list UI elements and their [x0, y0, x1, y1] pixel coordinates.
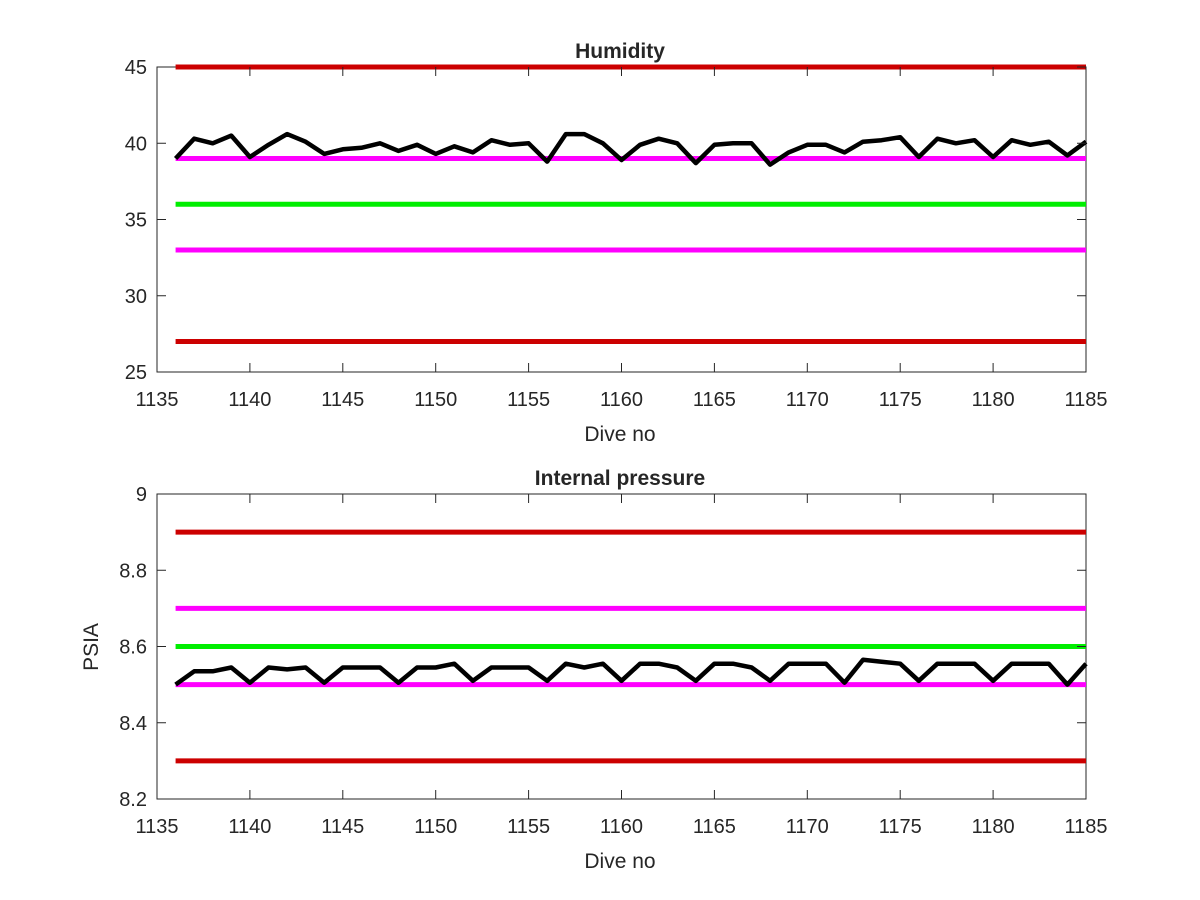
humidity-subplot: 1135 1140 1145 1150 1155 1160 1165 1170 1175 1180…	[125, 40, 1108, 446]
pressure-ytick-label: 8.6	[119, 637, 147, 659]
humidity-xtick-label: 1165	[693, 389, 736, 411]
pressure-xtick-label: 1145	[321, 816, 364, 838]
humidity-data-line	[173, 131, 1088, 167]
pressure-xtick-label: 1150	[414, 816, 457, 838]
pressure-xtick-label: 1180	[972, 816, 1015, 838]
pressure-plot-layer: 1135 1140 1145 1150 1155 1160 1165 1170 1175 1180…	[119, 484, 1107, 838]
pressure-ytick-label: 8.2	[119, 789, 147, 811]
pressure-xtick-label: 1165	[693, 816, 736, 838]
humidity-xtick-label: 1145	[321, 389, 364, 411]
humidity-ytick-label: 45	[125, 57, 147, 79]
pressure-xtick-label: 1140	[228, 816, 271, 838]
humidity-xtick-label: 1135	[135, 389, 178, 411]
humidity-plot-layer: 1135 1140 1145 1150 1155 1160 1165 1170 1175 1180…	[125, 57, 1108, 411]
pressure-xlabel: Dive no	[584, 850, 655, 873]
pressure-xtick-label: 1155	[507, 816, 550, 838]
pressure-xtick-label: 1175	[879, 816, 922, 838]
pressure-title: Internal pressure	[535, 467, 705, 490]
humidity-xtick-label: 1150	[414, 389, 457, 411]
pressure-ylabel: PSIA	[80, 623, 103, 671]
humidity-ytick-label: 25	[125, 362, 147, 384]
pressure-xtick-label: 1185	[1064, 816, 1107, 838]
pressure-ytick-label: 8.8	[119, 560, 147, 582]
humidity-axes-box	[156, 66, 1087, 373]
pressure-ytick-label: 8.4	[119, 713, 147, 735]
pressure-subplot: 1135 1140 1145 1150 1155 1160 1165 1170 1175 1180…	[80, 467, 1108, 873]
humidity-xtick-label: 1155	[507, 389, 550, 411]
pressure-xtick-label: 1170	[786, 816, 829, 838]
humidity-ytick-label: 40	[125, 133, 147, 155]
humidity-xlabel: Dive no	[584, 423, 655, 446]
humidity-ytick-label: 30	[125, 286, 147, 308]
humidity-xtick-label: 1170	[786, 389, 829, 411]
pressure-data-line	[174, 657, 1088, 687]
humidity-title: Humidity	[575, 40, 665, 63]
humidity-xtick-label: 1185	[1064, 389, 1107, 411]
humidity-xtick-label: 1180	[972, 389, 1015, 411]
humidity-ytick-label: 35	[125, 210, 147, 232]
pressure-ytick-label: 9	[136, 484, 147, 506]
humidity-xtick-label: 1160	[600, 389, 643, 411]
humidity-xtick-label: 1175	[879, 389, 922, 411]
humidity-xtick-label: 1140	[228, 389, 271, 411]
pressure-xtick-label: 1135	[135, 816, 178, 838]
pressure-xtick-label: 1160	[600, 816, 643, 838]
